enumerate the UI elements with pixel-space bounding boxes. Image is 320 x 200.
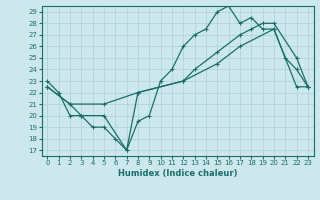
X-axis label: Humidex (Indice chaleur): Humidex (Indice chaleur) <box>118 169 237 178</box>
